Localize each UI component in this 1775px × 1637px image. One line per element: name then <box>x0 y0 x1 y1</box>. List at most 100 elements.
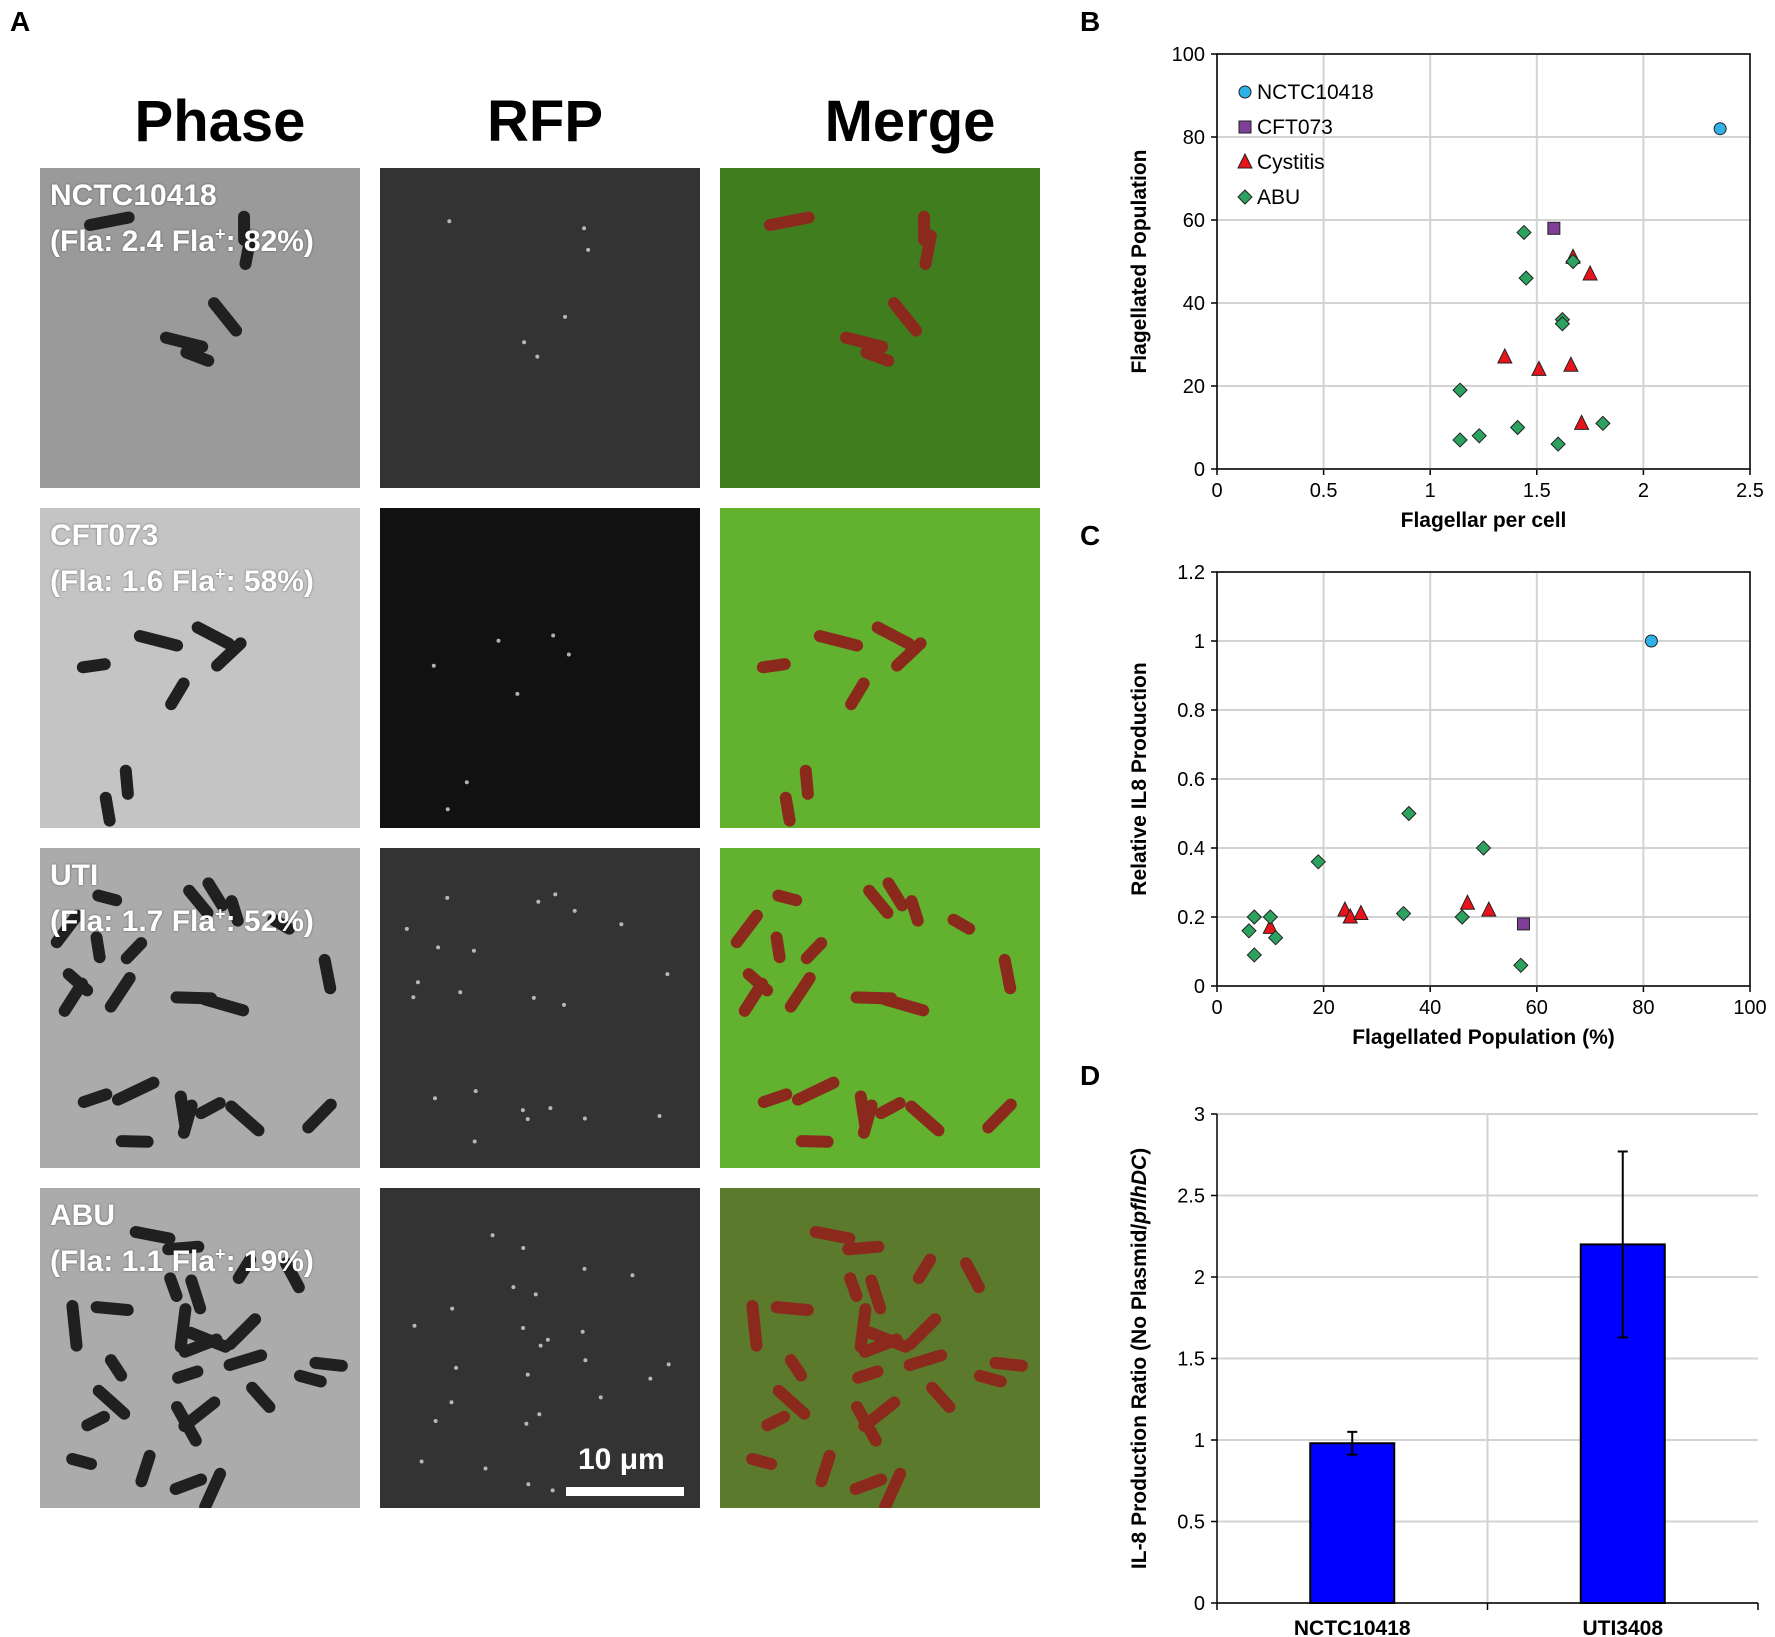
x-tick-label: 0 <box>1211 480 1222 502</box>
bacterium-cell <box>50 909 83 949</box>
x-tick-label: 0.5 <box>1310 480 1338 502</box>
bacterium-cell <box>119 764 134 800</box>
bacterium-cell <box>854 1303 872 1353</box>
bacterium-cell <box>772 889 803 907</box>
bacterium-cell <box>293 1369 327 1388</box>
fluorescent-spot <box>490 1233 495 1238</box>
fla-percent: : 52%) <box>225 905 314 938</box>
fluorescent-spot <box>535 354 540 359</box>
bacterium-cell <box>998 953 1017 995</box>
bacterium-cell <box>159 331 209 353</box>
scale-bar-label: 10 μm <box>578 1443 665 1476</box>
bacterium-cell <box>926 1381 956 1414</box>
fluorescent-spot <box>665 972 670 977</box>
bacterium-cell <box>795 1135 834 1148</box>
fla-percent: : 19%) <box>225 1245 314 1278</box>
fluorescent-spot <box>419 1459 424 1464</box>
bacterium-cell <box>77 1088 113 1109</box>
x-tick-label: 2 <box>1638 480 1649 502</box>
column-header-phase: Phase <box>134 89 306 154</box>
strain-flagella-stats: (Fla: 1.6 Fla+: 58%) <box>50 555 314 601</box>
fluorescent-spot <box>522 340 527 345</box>
bacterium-cell <box>989 1356 1028 1372</box>
strain-name: NCTC10418 <box>50 179 217 212</box>
fluorescent-spot <box>536 899 541 904</box>
bacterium-cell <box>888 297 923 337</box>
bacterium-cell <box>770 931 786 964</box>
fluorescent-spot <box>454 1365 459 1370</box>
y-tick-label: 0 <box>1194 1593 1205 1615</box>
bacterium-cell <box>891 637 927 672</box>
fluorescent-spot <box>666 1362 671 1367</box>
bacterium-cell <box>104 1354 128 1382</box>
bacterium-cell <box>223 1349 268 1371</box>
x-tick-label: 1.5 <box>1523 480 1551 502</box>
data-point-abu <box>1401 805 1417 822</box>
y-tick-label: 100 <box>1172 44 1205 66</box>
bacterium-cell <box>842 1240 885 1256</box>
y-axis-title-part: IL-8 Production Ratio (No Plasmid/ <box>1128 1224 1151 1570</box>
bacterium-cell <box>799 764 814 800</box>
bacterium-cell <box>81 1410 110 1432</box>
bacterium-cell <box>905 895 924 927</box>
bacterium-cell <box>84 211 135 232</box>
bacterium-cell <box>133 630 184 652</box>
data-point-cystitis <box>1573 414 1590 430</box>
fla-count: (Fla: 1.6 Fla <box>50 565 216 598</box>
strain-flagella-stats: (Fla: 1.1 Fla+: 19%) <box>50 1235 314 1281</box>
bacterium-cell <box>947 913 976 935</box>
legend-label: ABU <box>1257 186 1300 209</box>
bacterium-cell <box>172 1365 204 1384</box>
micrograph-image <box>40 508 360 828</box>
fluorescent-spot <box>524 1421 529 1426</box>
y-tick-label: 1.5 <box>1177 1349 1205 1371</box>
fluorescent-spot <box>525 1372 530 1377</box>
micrograph-rfp-2 <box>380 508 700 828</box>
x-category-label: NCTC10418 <box>1294 1617 1411 1637</box>
y-tick-label: 0 <box>1194 459 1205 481</box>
bacterium-cell <box>809 1226 856 1245</box>
fluorescent-spot <box>583 1358 588 1363</box>
bacterium-cell <box>813 630 864 652</box>
data-point-abu <box>1516 224 1532 241</box>
data-point-cystitis <box>1481 900 1497 917</box>
bacterium-cell <box>882 877 909 912</box>
bacterium-cell <box>90 1301 134 1317</box>
bacterium-cell <box>120 937 148 965</box>
panel-label-a: A <box>10 6 31 37</box>
y-tick-label: 0.4 <box>1177 838 1205 860</box>
fluorescent-spot <box>433 1096 438 1101</box>
fluorescent-spot <box>436 945 441 950</box>
plot-frame <box>1216 53 1751 470</box>
legend-label: Cystitis <box>1257 151 1325 174</box>
micrograph-phase-3: UTI (Fla: 1.7 Fla+: 52%) <box>40 848 360 1168</box>
y-tick-label: 60 <box>1183 210 1205 232</box>
bacterium-cell <box>746 1452 778 1470</box>
micrograph-background <box>380 848 700 1168</box>
bacterium-cell <box>784 1354 808 1382</box>
bacterium-cell <box>267 913 296 935</box>
fla-plus-superscript: + <box>215 224 226 244</box>
bacterium-cell <box>185 1274 207 1315</box>
fluorescent-spot <box>473 1089 478 1094</box>
strain-label: NCTC10418 (Fla: 2.4 Fla+: 82%) <box>50 176 314 261</box>
bacterium-cell <box>174 1303 192 1353</box>
fluorescent-spot <box>525 1117 530 1122</box>
bacterium-cell <box>865 1274 887 1315</box>
micrograph-image <box>40 168 360 488</box>
micrograph-background <box>380 1188 700 1508</box>
micrograph-image <box>40 848 360 1168</box>
bacterium-cell <box>225 1100 265 1137</box>
bacterium-cell <box>162 1240 205 1256</box>
micrograph-image <box>380 508 700 828</box>
legend-marker <box>1237 189 1253 205</box>
micrograph-image <box>720 168 1040 488</box>
micrograph-rfp-4 <box>380 1188 700 1508</box>
y-tick-label: 0.2 <box>1177 907 1205 929</box>
y-tick-label: 1 <box>1194 1430 1205 1452</box>
y-axis-title-part: ) <box>1128 1148 1151 1155</box>
micrograph-image <box>380 168 700 488</box>
legend-label: NCTC10418 <box>1257 81 1374 104</box>
strain-label: UTI (Fla: 1.7 Fla+: 52%) <box>50 856 314 941</box>
data-point-cystitis <box>1353 904 1369 921</box>
